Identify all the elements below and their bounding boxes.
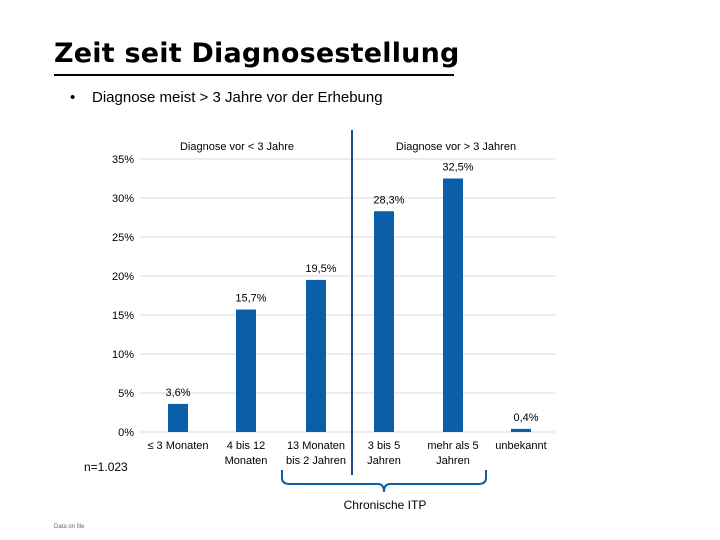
data-label: 19,5%	[305, 263, 336, 275]
x-tick-label: 13 Monaten bis 2 Jahren	[286, 440, 346, 467]
bullet-text: Diagnose meist > 3 Jahre vor der Erhebun…	[92, 89, 383, 106]
bar	[443, 178, 463, 432]
slide-title: Zeit seit Diagnosestellung	[54, 38, 460, 69]
y-tick-label: 10%	[112, 349, 134, 361]
y-tick-label: 30%	[112, 193, 134, 205]
title-underline	[54, 74, 454, 76]
footnote: Data on file	[54, 524, 85, 530]
y-tick-label: 5%	[118, 388, 134, 400]
right-group-label: Diagnose vor > 3 Jahren	[396, 141, 516, 153]
y-tick-label: 15%	[112, 310, 134, 322]
bar	[236, 309, 256, 432]
y-tick-label: 25%	[112, 232, 134, 244]
data-label: 32,5%	[442, 162, 473, 174]
y-axis-ticks: 0% 5% 10% 15% 20% 25% 30% 35%	[112, 154, 134, 439]
bar	[511, 428, 531, 432]
x-tick-label: mehr als 5 Jahren	[427, 440, 478, 467]
bar	[374, 211, 394, 432]
left-group-label: Diagnose vor < 3 Jahre	[180, 141, 294, 153]
data-label: 3,6%	[165, 387, 190, 399]
x-tick-label: unbekannt	[495, 440, 546, 452]
sample-size: n=1.023	[84, 460, 128, 474]
y-tick-label: 20%	[112, 271, 134, 283]
y-tick-label: 0%	[118, 427, 134, 439]
bar	[306, 279, 326, 432]
data-label: 15,7%	[235, 293, 266, 305]
bullet-dot-icon: •	[70, 89, 76, 106]
data-label: 0,4%	[513, 412, 538, 424]
x-tick-label: 3 bis 5 Jahren	[367, 440, 401, 467]
bullet-point: • Diagnose meist > 3 Jahre vor der Erhebu…	[70, 89, 383, 106]
data-labels: 3,6% 15,7% 19,5% 28,3% 32,5% 0,4%	[165, 162, 538, 424]
y-tick-label: 35%	[112, 154, 134, 166]
chronic-itp-brace	[281, 470, 487, 493]
bars	[168, 178, 531, 432]
x-axis-categories: ≤ 3 Monaten 4 bis 12 Monaten 13 Monaten bis …	[147, 440, 546, 467]
x-tick-label: ≤ 3 Monaten	[147, 440, 208, 452]
bar	[168, 403, 188, 432]
x-tick-label: 4 bis 12 Monaten	[225, 440, 268, 467]
brace-label: Chronische ITP	[344, 498, 427, 512]
data-label: 28,3%	[373, 194, 404, 206]
grid-lines	[140, 158, 555, 433]
